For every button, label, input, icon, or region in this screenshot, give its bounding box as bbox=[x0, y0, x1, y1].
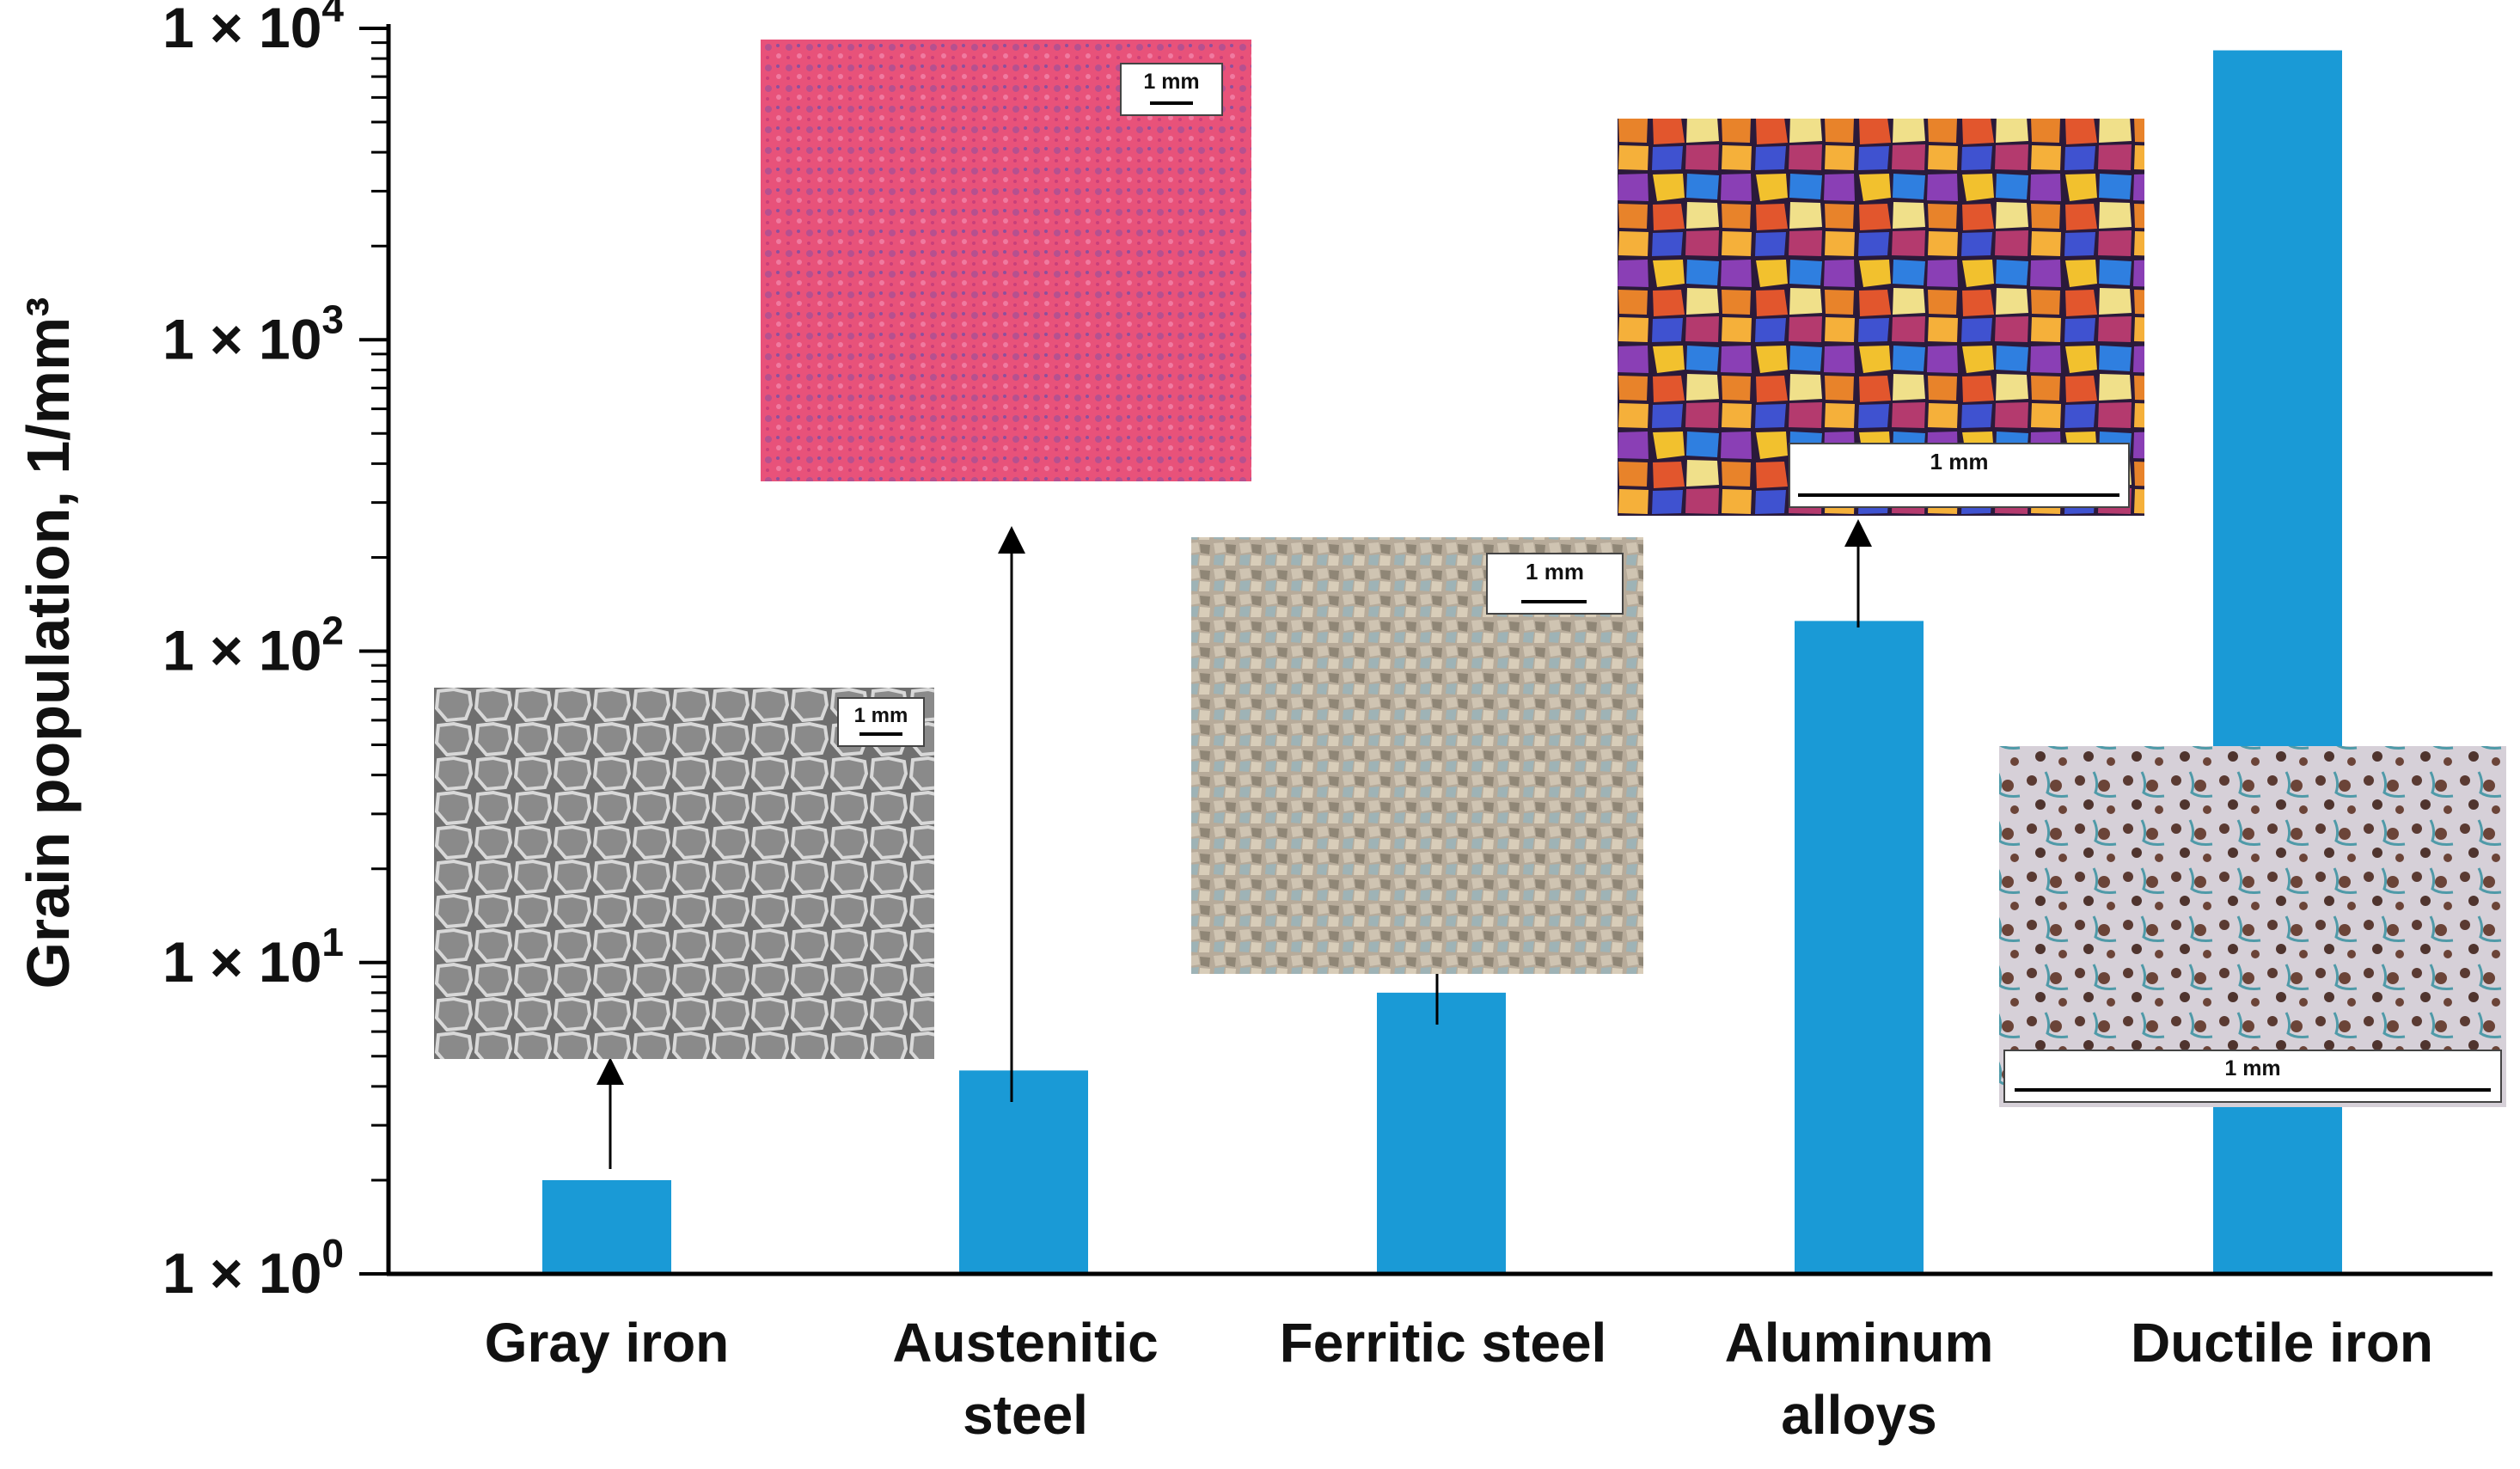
y-tick-label: 1 × 101 bbox=[162, 920, 344, 994]
micrograph-gray: 1 mm bbox=[434, 688, 934, 1059]
micrograph-image bbox=[1999, 746, 2506, 1107]
y-tick-label: 1 × 102 bbox=[162, 609, 344, 682]
x-tick-label: Ferritic steel bbox=[1280, 1312, 1607, 1374]
x-tick-label: steel bbox=[963, 1384, 1088, 1446]
y-axis-ticks: 1 × 100 1 × 101 1 × 102 1 × 103 1 × 104 bbox=[162, 0, 388, 1305]
bar bbox=[542, 1179, 671, 1274]
scale-bar-label: 1 mm bbox=[2224, 1056, 2280, 1080]
arrow-head-icon bbox=[596, 1057, 624, 1085]
micrograph-nodular: 1 mm bbox=[1999, 746, 2506, 1107]
bar bbox=[959, 1070, 1088, 1274]
scale-bar-box bbox=[837, 697, 925, 747]
y-tick-label: 1 × 100 bbox=[162, 1231, 344, 1305]
x-tick-label: Gray iron bbox=[485, 1312, 730, 1374]
y-tick-label: 1 × 104 bbox=[162, 0, 344, 59]
micrograph-image bbox=[434, 688, 934, 1059]
x-axis-labels: Gray iron Austenitic steel Ferritic steel Al… bbox=[485, 1312, 2433, 1446]
x-tick-label: Ductile iron bbox=[2131, 1312, 2433, 1374]
bars bbox=[542, 50, 2342, 1274]
x-tick-label: alloys bbox=[1781, 1384, 1936, 1446]
scale-bar-label: 1 mm bbox=[1143, 70, 1199, 94]
micrographs: 1 mm 1 mm 1 mm 1 mm 1 mm bbox=[434, 40, 2506, 1169]
y-axis-label: Grain population, 1/mm³ bbox=[15, 297, 82, 989]
x-tick-label: Aluminum bbox=[1725, 1312, 1994, 1374]
scale-bar-label: 1 mm bbox=[1526, 559, 1584, 585]
y-tick-label: 1 × 103 bbox=[162, 297, 344, 370]
scale-bar-box bbox=[2003, 1050, 2502, 1103]
bar bbox=[1377, 992, 1506, 1274]
x-tick-label: Austenitic bbox=[892, 1312, 1158, 1374]
arrow-head-icon bbox=[998, 526, 1025, 554]
bar bbox=[1795, 621, 1924, 1274]
scale-bar-label: 1 mm bbox=[854, 704, 908, 727]
micrograph-colorful: 1 mm bbox=[1618, 119, 2144, 516]
arrow-head-icon bbox=[1844, 519, 1872, 547]
scale-bar-box bbox=[1120, 63, 1223, 116]
scale-bar-box bbox=[1486, 553, 1624, 615]
micrograph-beige: 1 mm bbox=[1191, 537, 1643, 974]
micrograph-pink: 1 mm bbox=[761, 40, 1251, 481]
scale-bar-label: 1 mm bbox=[1930, 449, 1989, 474]
